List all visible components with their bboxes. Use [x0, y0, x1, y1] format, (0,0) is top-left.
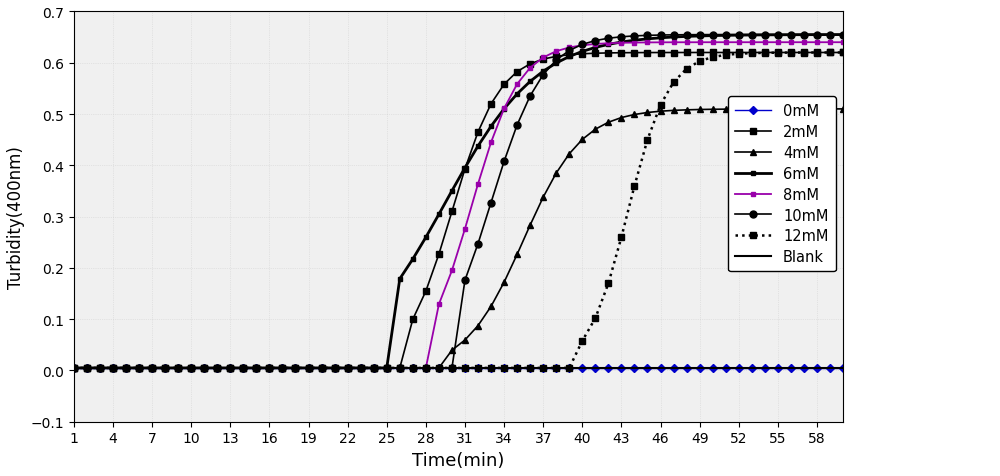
- 6mM: [329, 365, 341, 371]
- 12mM: [198, 365, 210, 371]
- 10mM: [68, 365, 80, 371]
- Line: 2mM: 2mM: [70, 50, 847, 372]
- 8mM: [289, 365, 301, 371]
- 4mM: [550, 171, 562, 177]
- 12mM: [289, 365, 301, 371]
- 4mM: [198, 365, 210, 371]
- 8mM: [316, 365, 328, 371]
- Blank: [68, 365, 80, 371]
- 8mM: [198, 365, 210, 371]
- Line: 4mM: 4mM: [70, 106, 847, 372]
- 4mM: [68, 365, 80, 371]
- 2mM: [316, 365, 328, 371]
- 0mM: [198, 365, 210, 371]
- 0mM: [329, 365, 341, 371]
- 0mM: [837, 365, 849, 371]
- 12mM: [316, 365, 328, 371]
- 0mM: [316, 365, 328, 371]
- Blank: [263, 365, 275, 371]
- 12mM: [263, 365, 275, 371]
- 2mM: [198, 365, 210, 371]
- 10mM: [329, 365, 341, 371]
- Line: 10mM: 10mM: [70, 32, 847, 372]
- 4mM: [329, 365, 341, 371]
- Y-axis label: Turbidity(400nm): Turbidity(400nm): [7, 146, 25, 288]
- 0mM: [289, 365, 301, 371]
- 6mM: [316, 365, 328, 371]
- 2mM: [550, 54, 562, 60]
- 8mM: [329, 365, 341, 371]
- Blank: [198, 365, 210, 371]
- Blank: [329, 365, 341, 371]
- 6mM: [550, 61, 562, 67]
- 2mM: [329, 365, 341, 371]
- 10mM: [837, 32, 849, 38]
- 4mM: [263, 365, 275, 371]
- Line: 6mM: 6mM: [72, 33, 845, 370]
- Line: 12mM: 12mM: [70, 50, 847, 372]
- 4mM: [289, 365, 301, 371]
- 8mM: [837, 40, 849, 46]
- 0mM: [550, 365, 562, 371]
- 0mM: [263, 365, 275, 371]
- X-axis label: Time(min): Time(min): [412, 451, 505, 469]
- 4mM: [316, 365, 328, 371]
- Line: 0mM: 0mM: [71, 366, 846, 371]
- 6mM: [289, 365, 301, 371]
- 12mM: [329, 365, 341, 371]
- 6mM: [263, 365, 275, 371]
- 6mM: [837, 33, 849, 39]
- 8mM: [550, 49, 562, 55]
- 8mM: [263, 365, 275, 371]
- 10mM: [316, 365, 328, 371]
- 10mM: [550, 58, 562, 64]
- 12mM: [550, 365, 562, 371]
- 2mM: [68, 365, 80, 371]
- Legend: 0mM, 2mM, 4mM, 6mM, 8mM, 10mM, 12mM, Blank: 0mM, 2mM, 4mM, 6mM, 8mM, 10mM, 12mM, Bla…: [728, 97, 836, 272]
- 6mM: [198, 365, 210, 371]
- 10mM: [289, 365, 301, 371]
- 2mM: [263, 365, 275, 371]
- 0mM: [68, 365, 80, 371]
- Line: 8mM: 8mM: [72, 41, 845, 370]
- 2mM: [837, 50, 849, 56]
- Blank: [837, 365, 849, 371]
- 10mM: [198, 365, 210, 371]
- 2mM: [289, 365, 301, 371]
- 12mM: [68, 365, 80, 371]
- Blank: [550, 365, 562, 371]
- 6mM: [68, 365, 80, 371]
- 8mM: [68, 365, 80, 371]
- Blank: [316, 365, 328, 371]
- 4mM: [837, 107, 849, 112]
- 12mM: [837, 50, 849, 56]
- 10mM: [263, 365, 275, 371]
- Blank: [289, 365, 301, 371]
